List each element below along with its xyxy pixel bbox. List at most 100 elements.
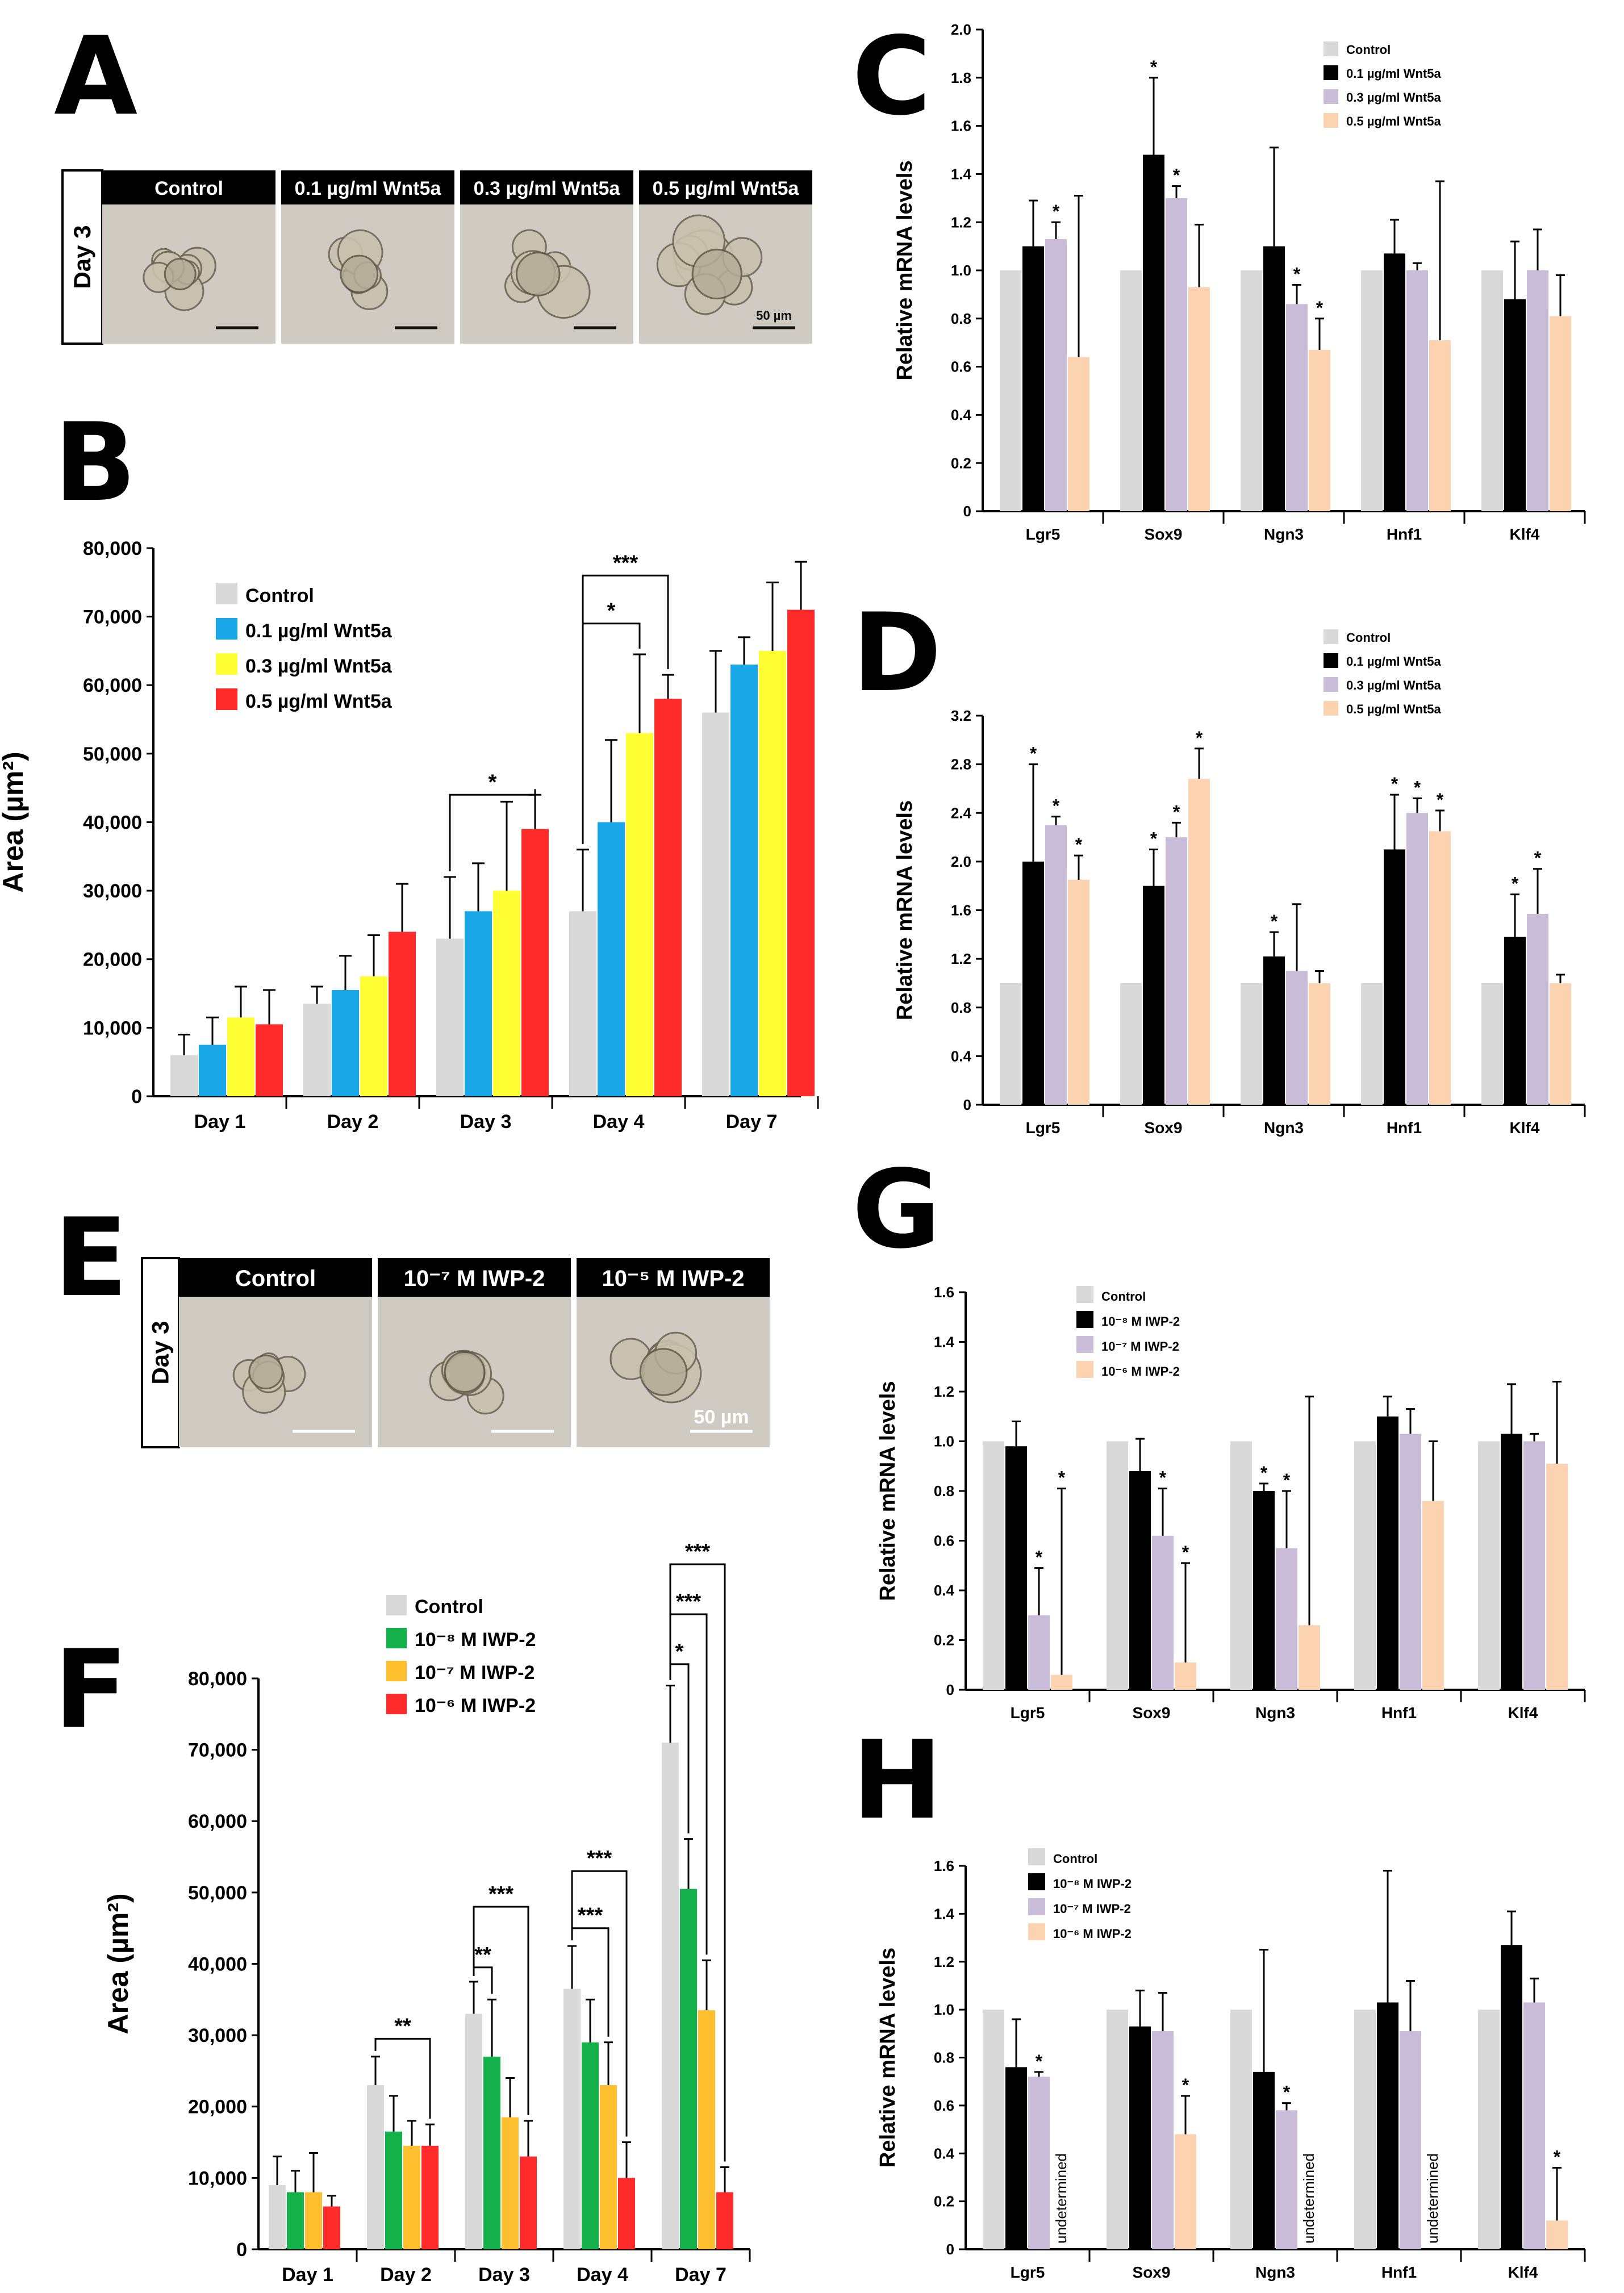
bar <box>1361 270 1383 511</box>
bar <box>662 1743 679 2249</box>
bar <box>323 2206 340 2249</box>
micrograph-panel-a: Day 3 Control 0.1 µg/ml Wnt5a 0.3 µg/ml Wnt… <box>61 169 812 345</box>
x-tick-label: Lgr5 <box>1011 2263 1045 2281</box>
legend-label: 10⁻⁶ M IWP-2 <box>415 1695 536 1716</box>
bar <box>598 822 625 1096</box>
bar <box>332 990 359 1096</box>
undetermined-label: undetermined <box>1424 2153 1441 2244</box>
y-tick-label: 80,000 <box>83 538 142 559</box>
y-tick-label: 1.0 <box>951 262 971 279</box>
bar <box>385 2131 402 2249</box>
bar <box>1400 1434 1421 1690</box>
y-tick-label: 80,000 <box>188 1668 247 1690</box>
y-tick-label: 0 <box>946 1681 954 1698</box>
x-tick-label: Klf4 <box>1510 1119 1540 1137</box>
significance-star: * <box>1053 796 1060 816</box>
significance-label: ** <box>474 1943 491 1967</box>
significance-label: * <box>607 599 616 623</box>
x-tick-label: Hnf1 <box>1387 1119 1422 1137</box>
chart-b: 0 10,000 20,000 30,000 40,000 50,000 60,000 70,… <box>0 538 819 1133</box>
chart-d: 0 0.4 0.8 1.2 1.6 2.0 2.4 2.8 3.2 Relative mRNA l… <box>893 629 1586 1137</box>
legend-label: 0.1 µg/ml Wnt5a <box>1346 66 1441 81</box>
y-tick-label: 0 <box>946 2241 954 2258</box>
y-tick-label: 1.4 <box>934 1905 955 1922</box>
y-tick-label: 1.6 <box>951 118 971 135</box>
bar <box>582 2042 599 2249</box>
y-tick-label: 0.2 <box>951 454 971 471</box>
header-bar <box>460 170 633 204</box>
significance-star: * <box>1534 848 1542 868</box>
bar <box>1129 2026 1151 2249</box>
y-tick-label: 40,000 <box>188 1953 247 1975</box>
significance-bracket <box>582 574 669 844</box>
x-tick-label: Day 4 <box>577 2264 628 2286</box>
legend-swatch <box>386 1595 407 1615</box>
y-tick-label: 70,000 <box>83 607 142 628</box>
legend: Control 10⁻⁸ M IWP-2 10⁻⁷ M IWP-2 10⁻⁶ M IW… <box>386 1595 536 1716</box>
header-bar <box>378 1258 571 1297</box>
bar <box>1028 2077 1050 2249</box>
significance-label: ** <box>394 2014 411 2038</box>
bar <box>1309 349 1330 511</box>
bar <box>618 2178 635 2249</box>
significance-star: * <box>1414 778 1421 798</box>
significance-label: *** <box>587 1847 612 1870</box>
y-tick-label: 1.8 <box>951 69 971 86</box>
bar <box>1241 983 1262 1105</box>
bar <box>1129 1471 1151 1690</box>
legend: Control 0.1 µg/ml Wnt5a 0.3 µg/ml Wnt5a 0.5… <box>1324 629 1441 716</box>
bar <box>1299 1625 1320 1690</box>
legend-swatch <box>1324 113 1338 128</box>
significance-star: * <box>1293 264 1301 284</box>
legend: Control 0.1 µg/ml Wnt5a 0.3 µg/ml Wnt5a 0.5… <box>216 583 393 712</box>
bar <box>569 911 596 1096</box>
y-tick-label: 40,000 <box>83 812 142 833</box>
bar <box>1384 849 1405 1105</box>
bar <box>1422 1501 1444 1690</box>
bar <box>1230 2010 1252 2249</box>
y-tick-label: 70,000 <box>188 1740 247 1761</box>
x-tick-label: Lgr5 <box>1026 525 1061 543</box>
bar <box>389 932 416 1096</box>
y-tick-label: 0.2 <box>934 1632 954 1649</box>
organoid-core <box>444 1351 486 1393</box>
significance-star: * <box>1036 1547 1043 1568</box>
y-tick-label: 3.2 <box>951 707 971 724</box>
bar <box>1166 198 1187 511</box>
y-tick-label: 1.6 <box>934 1284 954 1301</box>
bar <box>1481 983 1503 1105</box>
bar <box>1263 956 1285 1105</box>
bar <box>698 2010 715 2249</box>
bar <box>1354 1441 1376 1690</box>
y-tick-label: 0.6 <box>934 2097 954 2114</box>
bar <box>1501 1945 1522 2249</box>
y-tick-label: 50,000 <box>188 1882 247 1904</box>
bar <box>465 2014 482 2249</box>
significance-star: * <box>1182 2075 1189 2095</box>
header-label: Control <box>155 178 223 199</box>
bar <box>403 2145 420 2249</box>
legend-label: 0.3 µg/ml Wnt5a <box>1346 678 1441 692</box>
bar <box>1143 886 1164 1105</box>
y-tick-label: 0.6 <box>951 358 971 375</box>
significance-star: * <box>1283 2082 1291 2103</box>
significance-star: * <box>1554 2147 1561 2167</box>
legend-swatch <box>1076 1361 1093 1378</box>
x-tick-label: Klf4 <box>1510 525 1540 543</box>
y-tick-label: 1.6 <box>934 1857 954 1874</box>
organoid-core <box>516 252 561 296</box>
significance-label: *** <box>613 551 638 575</box>
significance-label: *** <box>676 1590 702 1614</box>
significance-star: * <box>1283 1470 1291 1490</box>
bar <box>367 2085 384 2249</box>
x-tick-label: Ngn3 <box>1264 525 1304 543</box>
y-tick-label: 1.4 <box>934 1334 955 1351</box>
bar <box>1045 825 1067 1105</box>
bar <box>1546 1463 1568 1690</box>
y-tick-label: 20,000 <box>83 949 142 971</box>
header-bar <box>639 170 812 204</box>
bar <box>1478 1441 1500 1690</box>
bar <box>465 911 492 1096</box>
header-bar <box>179 1258 372 1297</box>
x-tick-label: Sox9 <box>1145 1119 1183 1137</box>
